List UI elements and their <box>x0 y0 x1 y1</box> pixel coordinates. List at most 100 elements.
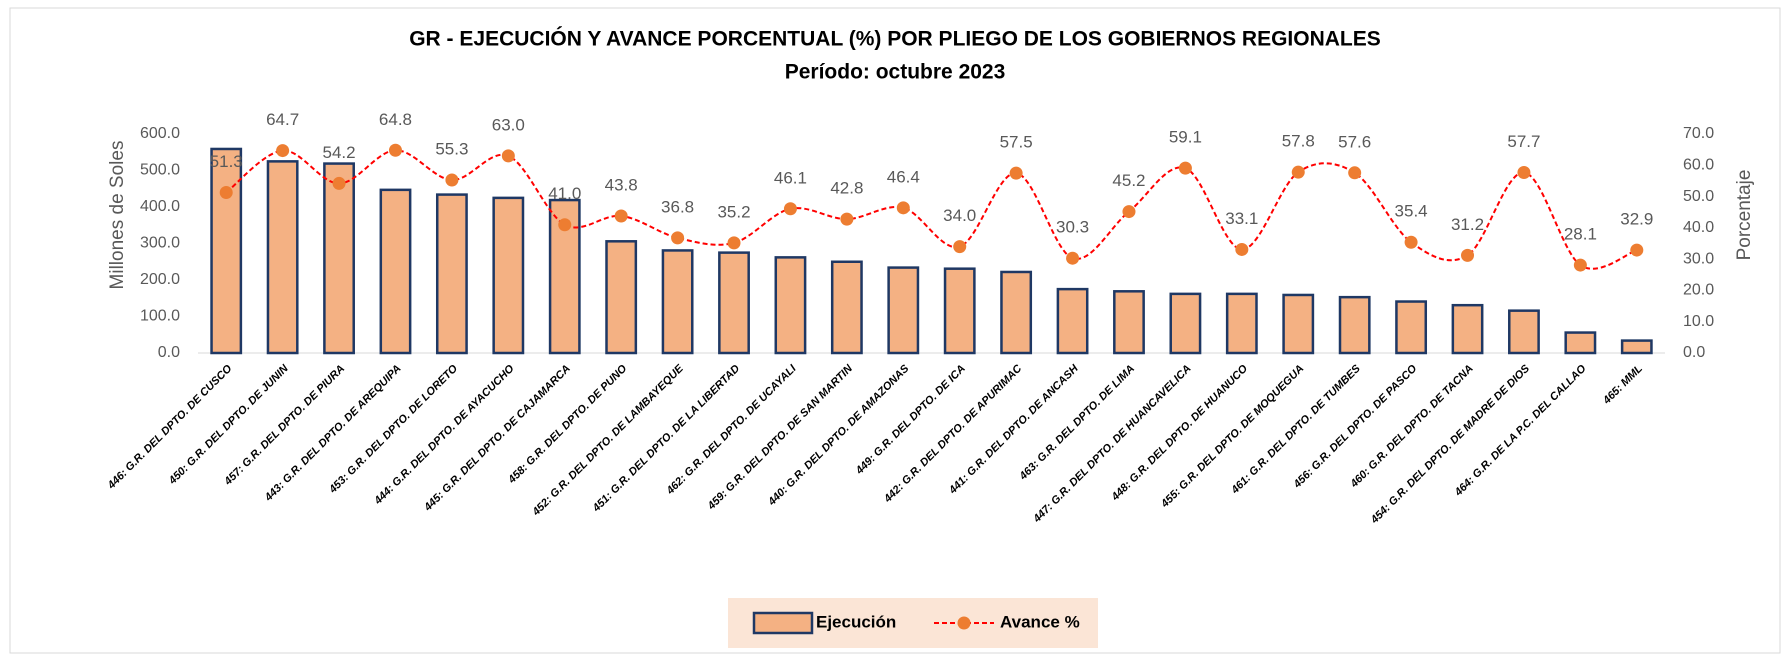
y2-tick-label: 20.0 <box>1683 282 1714 299</box>
data-label: 55.3 <box>435 139 468 158</box>
marker <box>276 144 290 158</box>
y-tick-label: 100.0 <box>140 308 180 325</box>
bar <box>718 251 750 355</box>
data-label: 46.4 <box>887 167 920 186</box>
data-label: 64.7 <box>266 110 299 129</box>
marker <box>671 231 685 245</box>
bar <box>661 249 694 355</box>
data-label: 41.0 <box>548 184 581 203</box>
legend-swatch <box>752 611 814 635</box>
bar <box>210 147 243 355</box>
data-label: 51.3 <box>210 152 243 171</box>
data-label: 46.1 <box>774 168 807 187</box>
chart-title: GR - EJECUCIÓN Y AVANCE PORCENTUAL (%) P… <box>409 27 1381 51</box>
marker <box>1573 258 1587 272</box>
data-label: 28.1 <box>1564 225 1597 244</box>
y2-tick-label: 60.0 <box>1683 157 1714 174</box>
bar <box>887 266 920 355</box>
y2-tick-label: 0.0 <box>1683 344 1705 361</box>
marker <box>1178 161 1192 175</box>
bar <box>1113 290 1145 355</box>
y-tick-label: 500.0 <box>140 162 180 179</box>
data-label: 35.2 <box>717 202 750 221</box>
marker <box>1404 235 1418 249</box>
y-axis-title: Millones de Soles <box>107 141 128 290</box>
y2-tick-label: 50.0 <box>1683 188 1714 205</box>
y2-tick-label: 40.0 <box>1683 219 1714 236</box>
y2-tick-label: 10.0 <box>1683 313 1714 330</box>
bar <box>1000 270 1033 355</box>
data-label: 64.8 <box>379 110 412 129</box>
bar <box>1225 292 1258 355</box>
marker <box>445 173 459 187</box>
marker <box>219 186 233 200</box>
data-label: 34.0 <box>943 206 976 225</box>
marker <box>1461 248 1475 262</box>
bar <box>1508 309 1540 355</box>
marker <box>727 236 741 250</box>
marker <box>1291 165 1305 179</box>
marker <box>840 212 854 226</box>
marker <box>896 201 910 215</box>
bar <box>379 188 412 355</box>
y-tick-label: 400.0 <box>140 198 180 215</box>
y2-tick-label: 70.0 <box>1683 125 1714 142</box>
bar <box>266 160 299 355</box>
data-label: 35.4 <box>1395 202 1428 221</box>
bar <box>830 260 863 355</box>
data-label: 57.6 <box>1338 132 1371 151</box>
marker <box>558 218 572 232</box>
legend-label: Avance % <box>1000 612 1080 631</box>
data-label: 31.2 <box>1451 215 1484 234</box>
bar <box>1338 295 1371 355</box>
data-label: 43.8 <box>605 175 638 194</box>
marker <box>953 240 967 254</box>
marker <box>1066 251 1080 265</box>
marker <box>1235 242 1249 256</box>
bar <box>492 196 525 355</box>
marker <box>1122 205 1136 219</box>
data-label: 45.2 <box>1112 171 1145 190</box>
y-tick-label: 0.0 <box>158 344 180 361</box>
y-tick-label: 200.0 <box>140 271 180 288</box>
data-label: 63.0 <box>492 115 525 134</box>
y-tick-label: 300.0 <box>140 235 180 252</box>
y2-tick-label: 30.0 <box>1683 250 1714 267</box>
bar <box>323 162 355 355</box>
data-label: 57.7 <box>1507 132 1540 151</box>
y-tick-label: 600.0 <box>140 125 180 142</box>
marker <box>1348 166 1362 180</box>
marker <box>1630 243 1644 257</box>
bar <box>605 240 638 355</box>
chart-subtitle: Período: octubre 2023 <box>785 61 1006 84</box>
bar <box>1564 331 1597 355</box>
data-label: 54.2 <box>323 143 356 162</box>
marker <box>332 176 346 190</box>
marker <box>783 202 797 216</box>
bar <box>1451 303 1484 355</box>
bar <box>943 267 976 355</box>
data-label: 42.8 <box>830 179 863 198</box>
bar <box>1056 287 1089 355</box>
line <box>225 149 1638 270</box>
data-label: 59.1 <box>1169 128 1202 147</box>
bar <box>1169 292 1202 355</box>
bar <box>1620 339 1653 355</box>
bar <box>774 256 807 355</box>
marker <box>501 149 515 163</box>
data-label: 32.9 <box>1620 210 1653 229</box>
marker <box>614 209 628 223</box>
legend-label: Ejecución <box>816 612 896 631</box>
bar <box>1282 293 1315 355</box>
y2-axis-title: Porcentaje <box>1734 170 1755 261</box>
bar <box>435 193 468 355</box>
marker <box>1517 165 1531 179</box>
data-label: 36.8 <box>661 197 694 216</box>
marker <box>1009 166 1023 180</box>
data-label: 33.1 <box>1225 209 1258 228</box>
data-label: 30.3 <box>1056 218 1089 237</box>
legend-marker <box>957 616 971 630</box>
data-label: 57.5 <box>1000 133 1033 152</box>
data-label: 57.8 <box>1282 132 1315 151</box>
